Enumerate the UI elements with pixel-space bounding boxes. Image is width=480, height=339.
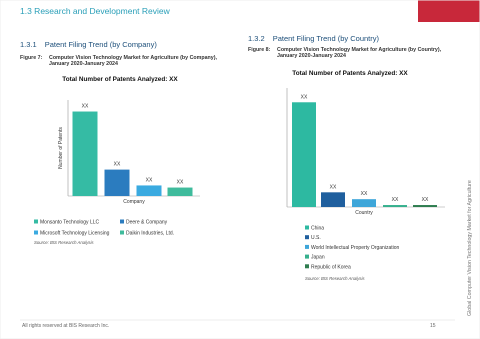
subsection-heading: 1.3.1 Patent Filing Trend (by Company): [20, 40, 157, 49]
legend-swatch: [34, 219, 38, 224]
side-title: Global Computer Vision Technology Market…: [467, 180, 473, 316]
bar: [72, 111, 98, 196]
bar: [167, 187, 193, 196]
source-note: Source: BIS Research Analysis: [34, 240, 94, 245]
figure-label: Figure 8:: [248, 47, 271, 53]
bar: [292, 102, 316, 207]
subsection-number: 1.3.2: [248, 34, 265, 43]
legend-swatch: [305, 225, 309, 230]
bar: [321, 192, 345, 207]
value-label: XX: [330, 184, 337, 190]
section-title: 1.3 Research and Development Review: [20, 6, 170, 16]
bar: [104, 169, 130, 196]
legend-swatch: [305, 244, 309, 249]
legend-label: Japan: [311, 255, 325, 261]
legend-swatch: [120, 230, 124, 235]
value-label: XX: [422, 197, 429, 203]
bar: [352, 199, 376, 207]
legend-label: World Intellectual Property Organization: [311, 245, 400, 251]
source-note: Source: BIS Research Analysis: [305, 276, 365, 281]
legend-label: Monsanto Technology LLC: [40, 220, 100, 226]
figure-caption: Computer Vision Technology Market for Ag…: [277, 47, 442, 60]
value-label: XX: [361, 191, 368, 197]
value-label: XX: [301, 94, 308, 100]
legend-swatch: [34, 230, 38, 235]
value-label: XX: [177, 180, 184, 186]
bar: [383, 205, 407, 207]
legend-label: Deere & Company: [126, 220, 168, 226]
bar: [136, 185, 162, 196]
x-axis-label: Country: [355, 210, 373, 216]
x-axis-label: Company: [123, 199, 145, 205]
legend-label: Republic of Korea: [311, 264, 351, 270]
footer-rights: All rights reserved at BIS Research Inc.: [22, 323, 110, 329]
logo: [418, 0, 480, 22]
legend-label: U.S.: [311, 235, 321, 241]
chart-title: Total Number of Patents Analyzed: XX: [292, 70, 408, 77]
value-label: XX: [392, 197, 399, 203]
subsection-number: 1.3.1: [20, 40, 37, 49]
figure-caption: Computer Vision Technology Market for Ag…: [49, 55, 217, 68]
y-axis-label: Number of Patents: [58, 127, 64, 169]
legend-swatch: [305, 235, 309, 240]
chart-title: Total Number of Patents Analyzed: XX: [62, 76, 178, 83]
subsection-title: Patent Filing Trend (by Country): [272, 34, 379, 43]
legend-label: China: [311, 226, 324, 232]
subsection-title: Patent Filing Trend (by Company): [44, 40, 157, 49]
legend-label: Daikin Industries, Ltd.: [126, 231, 174, 237]
bar: [413, 205, 437, 207]
legend-swatch: [305, 254, 309, 259]
legend-label: Microsoft Technology Licensing: [40, 231, 110, 237]
legend-swatch: [120, 219, 124, 224]
page-number: 15: [430, 323, 436, 329]
value-label: XX: [146, 177, 153, 183]
subsection-heading: 1.3.2 Patent Filing Trend (by Country): [248, 34, 379, 43]
legend-swatch: [305, 264, 309, 269]
figure-label: Figure 7:: [20, 55, 43, 61]
value-label: XX: [82, 104, 89, 110]
value-label: XX: [114, 162, 121, 168]
